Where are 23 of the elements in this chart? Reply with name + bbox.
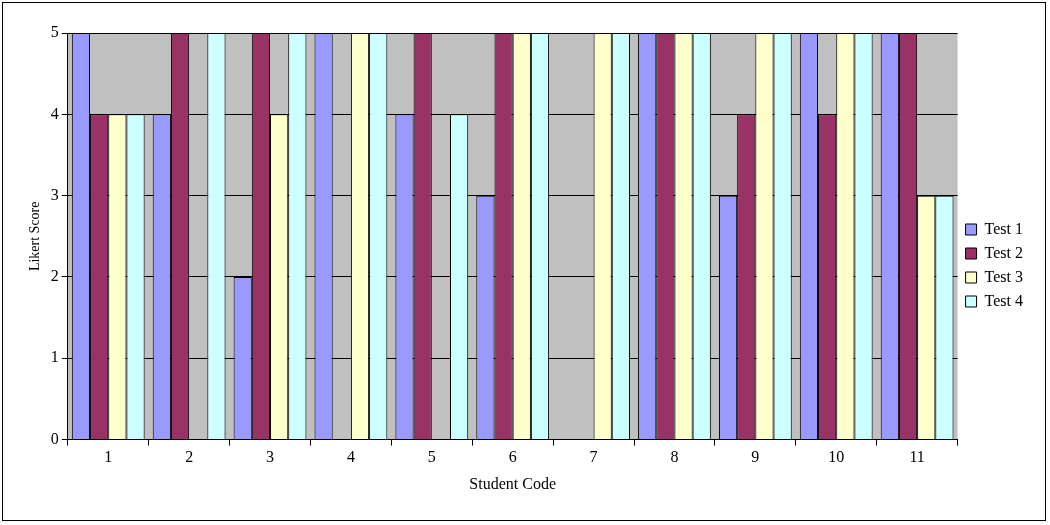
y-axis-title: Likert Score bbox=[27, 201, 43, 272]
x-tick-label: 2 bbox=[185, 448, 194, 466]
x-axis-title: Student Code bbox=[469, 474, 557, 492]
x-tick-label: 1 bbox=[104, 448, 113, 466]
y-tick-label: 2 bbox=[50, 267, 59, 285]
y-tick-label: 3 bbox=[50, 185, 59, 203]
x-tick-label: 4 bbox=[346, 448, 355, 466]
x-tick-label: 11 bbox=[909, 448, 925, 466]
x-tick-label: 6 bbox=[508, 448, 517, 466]
legend-label: Test 4 bbox=[984, 291, 1024, 309]
x-tick-label: 7 bbox=[589, 448, 598, 466]
legend-label: Test 1 bbox=[984, 219, 1024, 237]
y-tick-label: 4 bbox=[50, 104, 59, 122]
x-tick-label: 8 bbox=[670, 448, 679, 466]
legend-label: Test 3 bbox=[984, 267, 1024, 285]
legend-label: Test 2 bbox=[984, 243, 1024, 261]
x-tick-label: 9 bbox=[751, 448, 760, 466]
x-tick-label: 5 bbox=[427, 448, 436, 466]
y-tick-label: 1 bbox=[50, 348, 59, 366]
y-tick-label: 0 bbox=[50, 429, 59, 447]
x-tick-label: 10 bbox=[828, 448, 845, 466]
y-tick-label: 5 bbox=[50, 23, 59, 41]
x-tick-label: 3 bbox=[266, 448, 275, 466]
